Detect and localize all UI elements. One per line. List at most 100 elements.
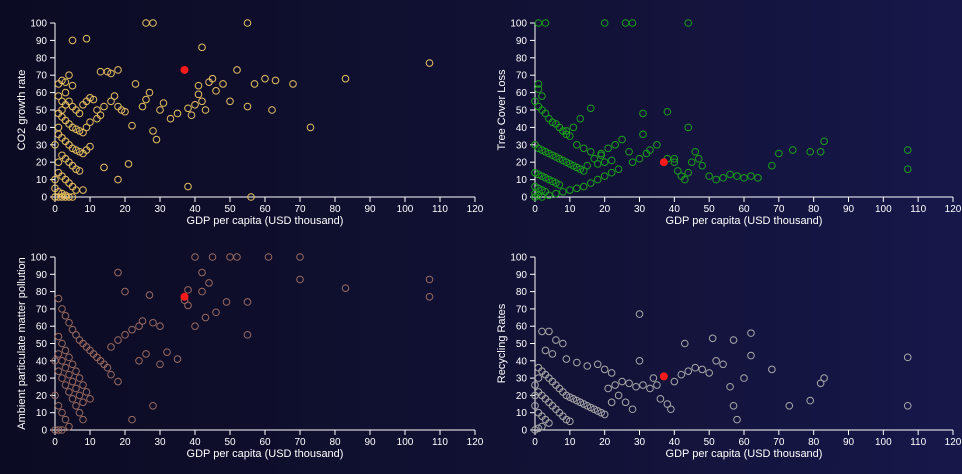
data-point	[573, 184, 581, 193]
highlight-point	[180, 292, 189, 301]
data-point	[145, 291, 154, 299]
data-point	[583, 161, 592, 170]
data-point	[58, 357, 66, 365]
x-tick-label: 40	[669, 437, 681, 448]
x-tick-label: 100	[397, 437, 414, 448]
data-point	[607, 168, 616, 177]
x-tick-label: 80	[808, 204, 820, 215]
data-point	[61, 363, 70, 372]
data-point	[138, 317, 147, 325]
data-point	[768, 365, 776, 374]
data-point	[264, 253, 273, 261]
data-point	[103, 363, 112, 372]
y-tick-label: 0	[521, 193, 527, 204]
data-point	[576, 165, 585, 173]
data-point	[219, 80, 227, 88]
x-tick-label: 110	[910, 204, 926, 215]
data-point	[531, 168, 539, 177]
data-point	[54, 158, 63, 166]
data-point	[646, 384, 654, 393]
data-point	[569, 161, 578, 170]
data-point	[670, 158, 679, 166]
data-point	[198, 268, 206, 277]
data-point	[243, 298, 252, 306]
data-point	[538, 327, 546, 336]
data-point	[618, 377, 626, 386]
data-point	[68, 360, 77, 369]
data-point	[191, 322, 199, 331]
data-point	[201, 313, 210, 322]
data-point	[68, 144, 77, 153]
data-point	[79, 398, 87, 407]
x-tick-label: 80	[329, 204, 341, 215]
data-point	[54, 367, 63, 375]
y-tick-label: 30	[516, 374, 528, 385]
data-point	[562, 415, 571, 424]
x-tick-label: 120	[945, 437, 962, 448]
data-point	[635, 154, 644, 163]
data-point	[614, 165, 623, 173]
x-tick-label: 80	[329, 437, 341, 448]
data-point	[534, 85, 543, 93]
data-point	[747, 351, 755, 360]
data-point	[65, 422, 73, 431]
data-point	[114, 377, 122, 386]
data-point	[86, 395, 94, 403]
data-point	[607, 156, 616, 165]
data-point	[719, 174, 727, 182]
x-tick-label: 120	[467, 204, 484, 215]
data-point	[534, 374, 543, 382]
data-point	[75, 408, 84, 417]
data-point	[639, 109, 647, 118]
data-point	[579, 400, 588, 408]
y-tick-label: 0	[41, 193, 47, 204]
x-tick-label: 10	[564, 437, 576, 448]
data-point	[611, 381, 619, 389]
data-point	[135, 322, 143, 331]
data-point	[903, 165, 912, 173]
data-point	[149, 19, 157, 27]
y-axis-title: Ambient particulate matter pollution	[16, 257, 28, 429]
data-point	[96, 67, 105, 76]
data-point	[541, 174, 550, 182]
data-point	[534, 424, 543, 433]
data-point	[534, 191, 543, 200]
data-point	[128, 415, 136, 424]
data-point	[538, 92, 546, 100]
data-point	[212, 308, 220, 317]
data-point	[548, 151, 557, 160]
data-point	[54, 426, 63, 434]
highlight-point	[180, 65, 189, 74]
data-point	[107, 370, 115, 379]
x-tick-label: 60	[259, 437, 271, 448]
data-point	[107, 69, 115, 78]
data-point	[79, 128, 87, 137]
data-point	[552, 189, 560, 198]
y-tick-label: 60	[36, 88, 48, 99]
data-point	[79, 186, 87, 194]
data-point	[579, 182, 588, 191]
data-point	[586, 147, 595, 156]
data-point	[708, 334, 717, 343]
data-point	[820, 374, 828, 382]
data-point	[534, 144, 543, 153]
data-point	[684, 367, 693, 375]
y-tick-label: 20	[36, 158, 48, 169]
data-point	[538, 422, 546, 431]
y-tick-label: 50	[36, 339, 48, 350]
data-point	[600, 172, 609, 180]
data-point	[569, 123, 578, 132]
data-point	[191, 253, 199, 261]
x-tick-label: 0	[532, 204, 538, 215]
data-point	[107, 97, 115, 106]
data-point	[788, 146, 797, 154]
data-point	[573, 163, 581, 172]
data-point	[54, 123, 63, 132]
y-tick-label: 30	[36, 140, 48, 151]
data-point	[552, 179, 560, 187]
y-tick-label: 60	[516, 322, 528, 333]
data-point	[65, 71, 73, 79]
data-point	[726, 170, 734, 179]
x-tick-label: 50	[224, 437, 236, 448]
